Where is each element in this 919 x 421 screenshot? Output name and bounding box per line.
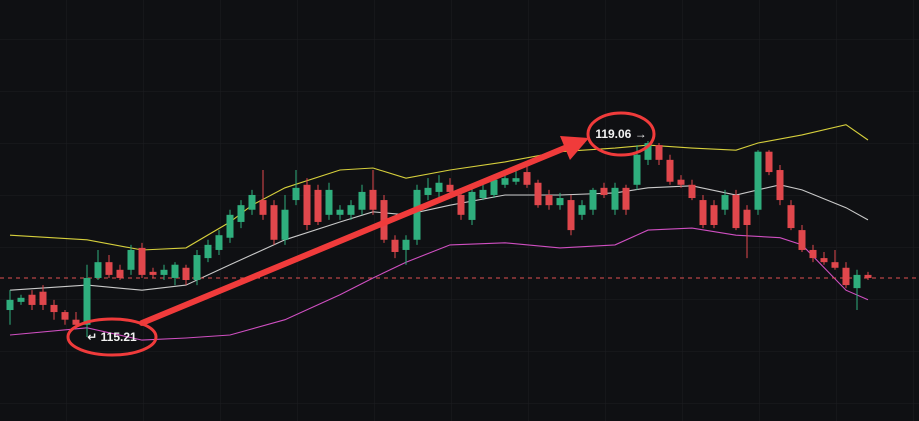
candle-body bbox=[435, 182, 443, 192]
candle-body bbox=[259, 200, 267, 215]
candle-body bbox=[391, 239, 399, 252]
candle-body bbox=[732, 194, 740, 229]
candle-body bbox=[105, 262, 113, 275]
candle-body bbox=[6, 299, 14, 311]
candle-body bbox=[226, 214, 234, 238]
candle-body bbox=[94, 262, 102, 278]
candle-body bbox=[215, 235, 223, 250]
candle-body bbox=[545, 194, 553, 206]
candle-body bbox=[710, 205, 718, 226]
band-line bbox=[9, 124, 869, 251]
candle-body bbox=[578, 205, 586, 215]
candle-body bbox=[204, 244, 212, 259]
candle-body bbox=[149, 271, 157, 275]
candle-body bbox=[589, 189, 597, 210]
candle-body bbox=[61, 312, 69, 320]
candle-body bbox=[457, 194, 465, 215]
arrow-shaft bbox=[139, 144, 568, 327]
candle-body bbox=[347, 205, 355, 215]
candle-body bbox=[160, 269, 168, 275]
candle-body bbox=[369, 189, 377, 210]
candle-body bbox=[303, 184, 311, 226]
candle-body bbox=[138, 247, 146, 275]
candle-body bbox=[534, 182, 542, 206]
candle-body bbox=[28, 294, 36, 305]
candle-body bbox=[413, 189, 421, 240]
arrow-head bbox=[560, 135, 589, 160]
candle-body bbox=[798, 230, 806, 250]
candle-body bbox=[831, 262, 839, 268]
candle-body bbox=[116, 269, 124, 278]
annotation-label: ↵ 115.21 bbox=[87, 330, 137, 344]
candle-body bbox=[644, 143, 652, 160]
candle-body bbox=[171, 264, 179, 278]
candle-body bbox=[688, 184, 696, 199]
candle-body bbox=[754, 151, 762, 210]
candle-body bbox=[633, 154, 641, 185]
candle-body bbox=[127, 249, 135, 270]
candle-body bbox=[424, 187, 432, 195]
candle-body bbox=[193, 255, 201, 280]
candle-body bbox=[490, 179, 498, 195]
candle-body bbox=[765, 151, 773, 173]
candle-body bbox=[468, 191, 476, 220]
candle-body bbox=[611, 187, 619, 210]
candle-body bbox=[182, 267, 190, 280]
candle-body bbox=[270, 205, 278, 240]
candle-body bbox=[17, 297, 25, 302]
candle-body bbox=[446, 184, 454, 192]
candle-body bbox=[809, 249, 817, 259]
candle-body bbox=[50, 304, 58, 313]
candle-body bbox=[523, 172, 531, 185]
candle-body bbox=[699, 200, 707, 226]
candle-body bbox=[39, 291, 47, 305]
candle-body bbox=[325, 189, 333, 215]
candle-body bbox=[512, 178, 520, 182]
candle-body bbox=[655, 145, 663, 160]
candle-body bbox=[556, 198, 564, 206]
candle-body bbox=[83, 277, 91, 325]
candle-body bbox=[358, 191, 366, 210]
candle-body bbox=[237, 205, 245, 222]
candle-body bbox=[721, 194, 729, 210]
band-line bbox=[9, 184, 869, 291]
candle-body bbox=[314, 189, 322, 222]
annotation-circle bbox=[66, 317, 158, 357]
candle-body bbox=[677, 179, 685, 185]
candle-body bbox=[776, 170, 784, 201]
candle-body bbox=[622, 187, 630, 210]
candle-body bbox=[666, 159, 674, 182]
annotation-circle bbox=[586, 111, 656, 157]
candle-body bbox=[248, 194, 256, 210]
candle-body bbox=[567, 200, 575, 231]
candle-body bbox=[72, 319, 80, 325]
candle-body bbox=[402, 239, 410, 250]
candle-body bbox=[501, 178, 509, 185]
candle-body bbox=[787, 205, 795, 229]
candle-body bbox=[820, 258, 828, 263]
candle-body bbox=[336, 209, 344, 215]
candle-body bbox=[864, 274, 872, 278]
candle-body bbox=[281, 209, 289, 240]
candle-body bbox=[292, 187, 300, 201]
candle-body bbox=[743, 209, 751, 226]
band-line bbox=[9, 227, 869, 341]
candle-body bbox=[479, 189, 487, 199]
candle-body bbox=[600, 187, 608, 195]
annotation-label: 119.06 → bbox=[595, 127, 646, 141]
candle-body bbox=[842, 267, 850, 286]
candle-body bbox=[853, 274, 861, 289]
